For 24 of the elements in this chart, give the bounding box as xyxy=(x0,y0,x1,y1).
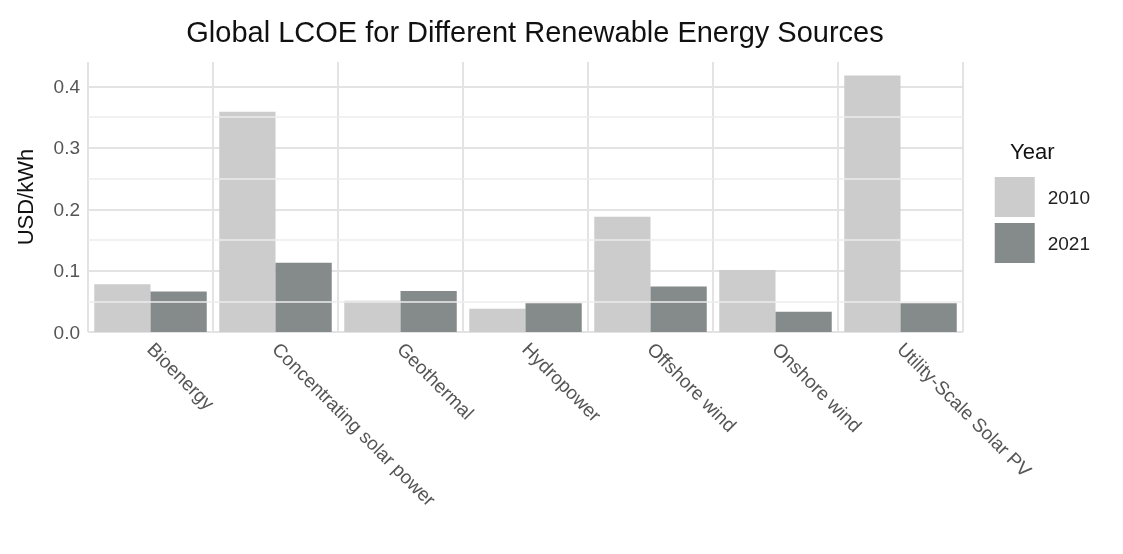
y-tick-label: 0.1 xyxy=(53,260,80,282)
legend-title: Year xyxy=(1010,138,1055,164)
legend-label: 2010 xyxy=(1047,186,1091,208)
bar xyxy=(650,286,707,332)
bar xyxy=(219,111,276,332)
legend-label: 2021 xyxy=(1047,232,1091,254)
bar xyxy=(344,300,401,332)
bar xyxy=(594,216,651,332)
y-tick-label: 0.3 xyxy=(53,137,80,159)
y-axis-title: USD/kWh xyxy=(12,148,38,246)
bar xyxy=(400,290,457,332)
bar xyxy=(844,75,901,332)
bar xyxy=(525,303,582,332)
bar xyxy=(469,308,526,332)
y-tick-label: 0.0 xyxy=(53,321,80,343)
bar xyxy=(150,291,207,332)
bar xyxy=(900,303,957,332)
bar xyxy=(775,311,832,332)
bar xyxy=(94,284,151,332)
y-tick-label: 0.2 xyxy=(53,198,80,220)
bar xyxy=(719,270,776,332)
bar xyxy=(275,262,332,332)
chart-title: Global LCOE for Different Renewable Energy Sources xyxy=(186,15,884,48)
y-tick-label: 0.4 xyxy=(53,76,81,98)
